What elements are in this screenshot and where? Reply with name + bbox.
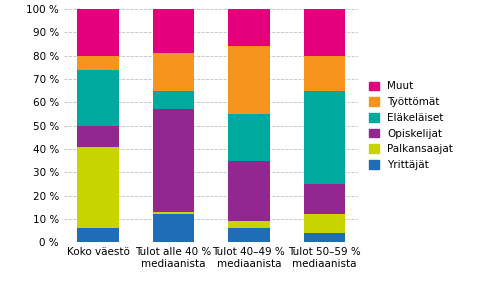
Bar	[228, 228, 270, 242]
Bar	[153, 212, 194, 215]
Bar	[153, 91, 194, 109]
Bar	[303, 233, 345, 242]
Bar	[77, 228, 119, 242]
Bar	[303, 91, 345, 184]
Bar	[228, 161, 270, 221]
Bar	[77, 56, 119, 70]
Bar	[303, 9, 345, 56]
Bar	[153, 109, 194, 212]
Bar	[228, 114, 270, 161]
Bar	[77, 70, 119, 126]
Bar	[153, 215, 194, 242]
Bar	[303, 184, 345, 215]
Bar	[77, 9, 119, 56]
Bar	[228, 221, 270, 228]
Bar	[303, 56, 345, 91]
Bar	[228, 46, 270, 114]
Bar	[303, 215, 345, 233]
Bar	[77, 126, 119, 147]
Bar	[77, 147, 119, 228]
Legend: Muut, Työttömät, Eläkeläiset, Opiskelijat, Palkansaajat, Yrittäjät: Muut, Työttömät, Eläkeläiset, Opiskelija…	[367, 79, 455, 172]
Bar	[153, 53, 194, 91]
Bar	[153, 9, 194, 53]
Bar	[228, 9, 270, 46]
